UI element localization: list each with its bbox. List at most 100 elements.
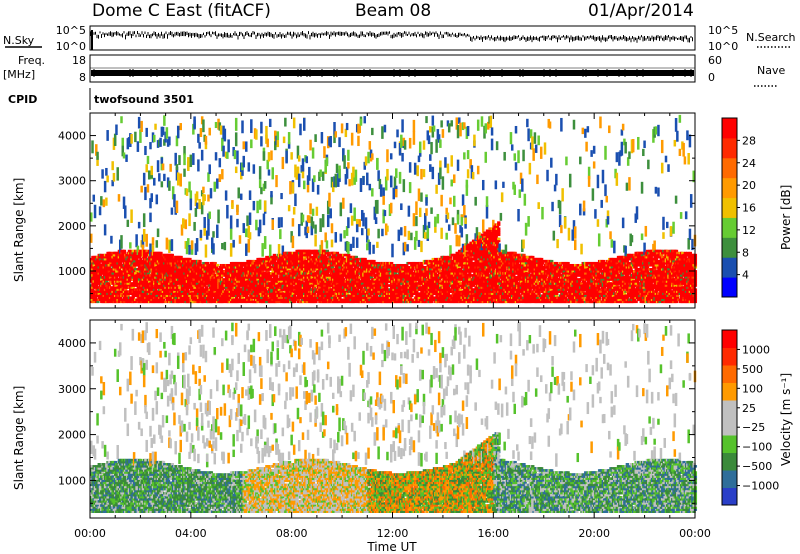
range-cell <box>97 261 101 265</box>
range-cell <box>150 263 154 267</box>
range-cell <box>301 300 306 304</box>
range-cell <box>285 290 289 293</box>
range-cell <box>260 298 264 302</box>
range-cell <box>274 132 277 147</box>
range-cell <box>226 204 229 219</box>
range-cell <box>328 137 331 146</box>
range-cell <box>124 292 128 295</box>
range-cell <box>175 164 179 171</box>
range-cell <box>102 199 106 208</box>
range-cell <box>268 244 272 258</box>
range-cell <box>330 176 334 188</box>
range-cell <box>237 284 241 287</box>
range-cell <box>328 276 332 279</box>
range-cell <box>154 123 157 130</box>
range-cell <box>126 138 130 150</box>
range-cell <box>277 296 282 300</box>
range-cell <box>180 224 184 236</box>
range-cell <box>229 290 234 293</box>
range-cell <box>202 288 206 291</box>
range-cell <box>321 171 325 181</box>
range-cell <box>169 278 173 281</box>
range-cell <box>313 175 316 183</box>
range-cell <box>311 288 316 291</box>
range-cell <box>229 266 234 269</box>
range-cell <box>190 276 195 279</box>
range-cell <box>207 278 211 281</box>
range-cell <box>120 116 123 124</box>
range-cell <box>335 251 340 255</box>
range-cell <box>95 144 98 156</box>
range-cell <box>208 127 211 136</box>
range-cell <box>277 244 281 258</box>
range-cell <box>108 261 113 265</box>
freq-strip: Freq. [MHz] Nave 18 8 60 0 <box>3 54 785 87</box>
range-cell <box>218 174 222 182</box>
range-cell <box>280 276 284 279</box>
range-cell <box>300 280 304 283</box>
range-cell <box>92 298 96 302</box>
range-cell <box>310 226 314 236</box>
range-cell <box>174 206 177 215</box>
range-cell <box>340 280 345 283</box>
range-cell <box>316 253 321 257</box>
range-cell <box>165 296 169 300</box>
range-cell <box>100 290 104 293</box>
range-cell <box>348 259 352 263</box>
range-cell <box>335 286 340 289</box>
range-cell <box>287 132 291 145</box>
range-cell <box>168 276 172 279</box>
range-cell <box>179 173 182 187</box>
range-cell <box>145 296 149 300</box>
range-cell <box>160 284 164 287</box>
range-cell <box>275 175 278 188</box>
range-cell <box>294 193 297 207</box>
range-cell <box>112 137 116 150</box>
range-cell <box>305 156 309 164</box>
range-cell <box>217 278 221 281</box>
range-cell <box>332 274 336 277</box>
range-cell <box>198 198 201 210</box>
range-cell <box>203 290 207 293</box>
range-cell <box>95 290 99 293</box>
range-cell <box>96 155 99 166</box>
range-cell <box>319 266 323 269</box>
range-cell <box>163 296 167 300</box>
range-cell <box>324 232 327 243</box>
range-cell <box>205 288 210 291</box>
range-cell <box>275 292 279 295</box>
range-cell <box>245 243 248 256</box>
freq-trace <box>91 69 694 77</box>
range-cell <box>168 239 171 253</box>
range-cell <box>332 294 336 297</box>
range-cell <box>234 166 238 174</box>
range-cell <box>136 245 140 255</box>
range-cell <box>127 280 132 283</box>
range-cell <box>151 245 155 256</box>
range-cell <box>176 172 180 186</box>
range-cell <box>300 261 304 265</box>
range-cell <box>281 245 285 255</box>
range-cell <box>117 194 121 202</box>
range-cell <box>93 296 98 300</box>
range-cell <box>142 228 146 242</box>
range-cell <box>304 294 308 297</box>
range-cell <box>252 200 256 211</box>
range-cell <box>121 284 125 287</box>
range-cell <box>328 286 332 289</box>
range-cell <box>111 161 114 171</box>
range-cell <box>111 276 115 279</box>
range-cell <box>248 212 252 225</box>
range-cell <box>106 130 109 141</box>
range-cell <box>291 263 295 267</box>
range-cell <box>151 132 155 143</box>
range-cell <box>149 142 152 150</box>
range-cell <box>342 148 345 161</box>
range-cell <box>121 137 125 146</box>
range-cell <box>328 253 332 257</box>
range-cell <box>221 137 224 152</box>
range-cell <box>222 300 226 304</box>
range-cell <box>285 150 288 164</box>
range-cell <box>342 270 346 273</box>
range-cell <box>239 162 243 175</box>
